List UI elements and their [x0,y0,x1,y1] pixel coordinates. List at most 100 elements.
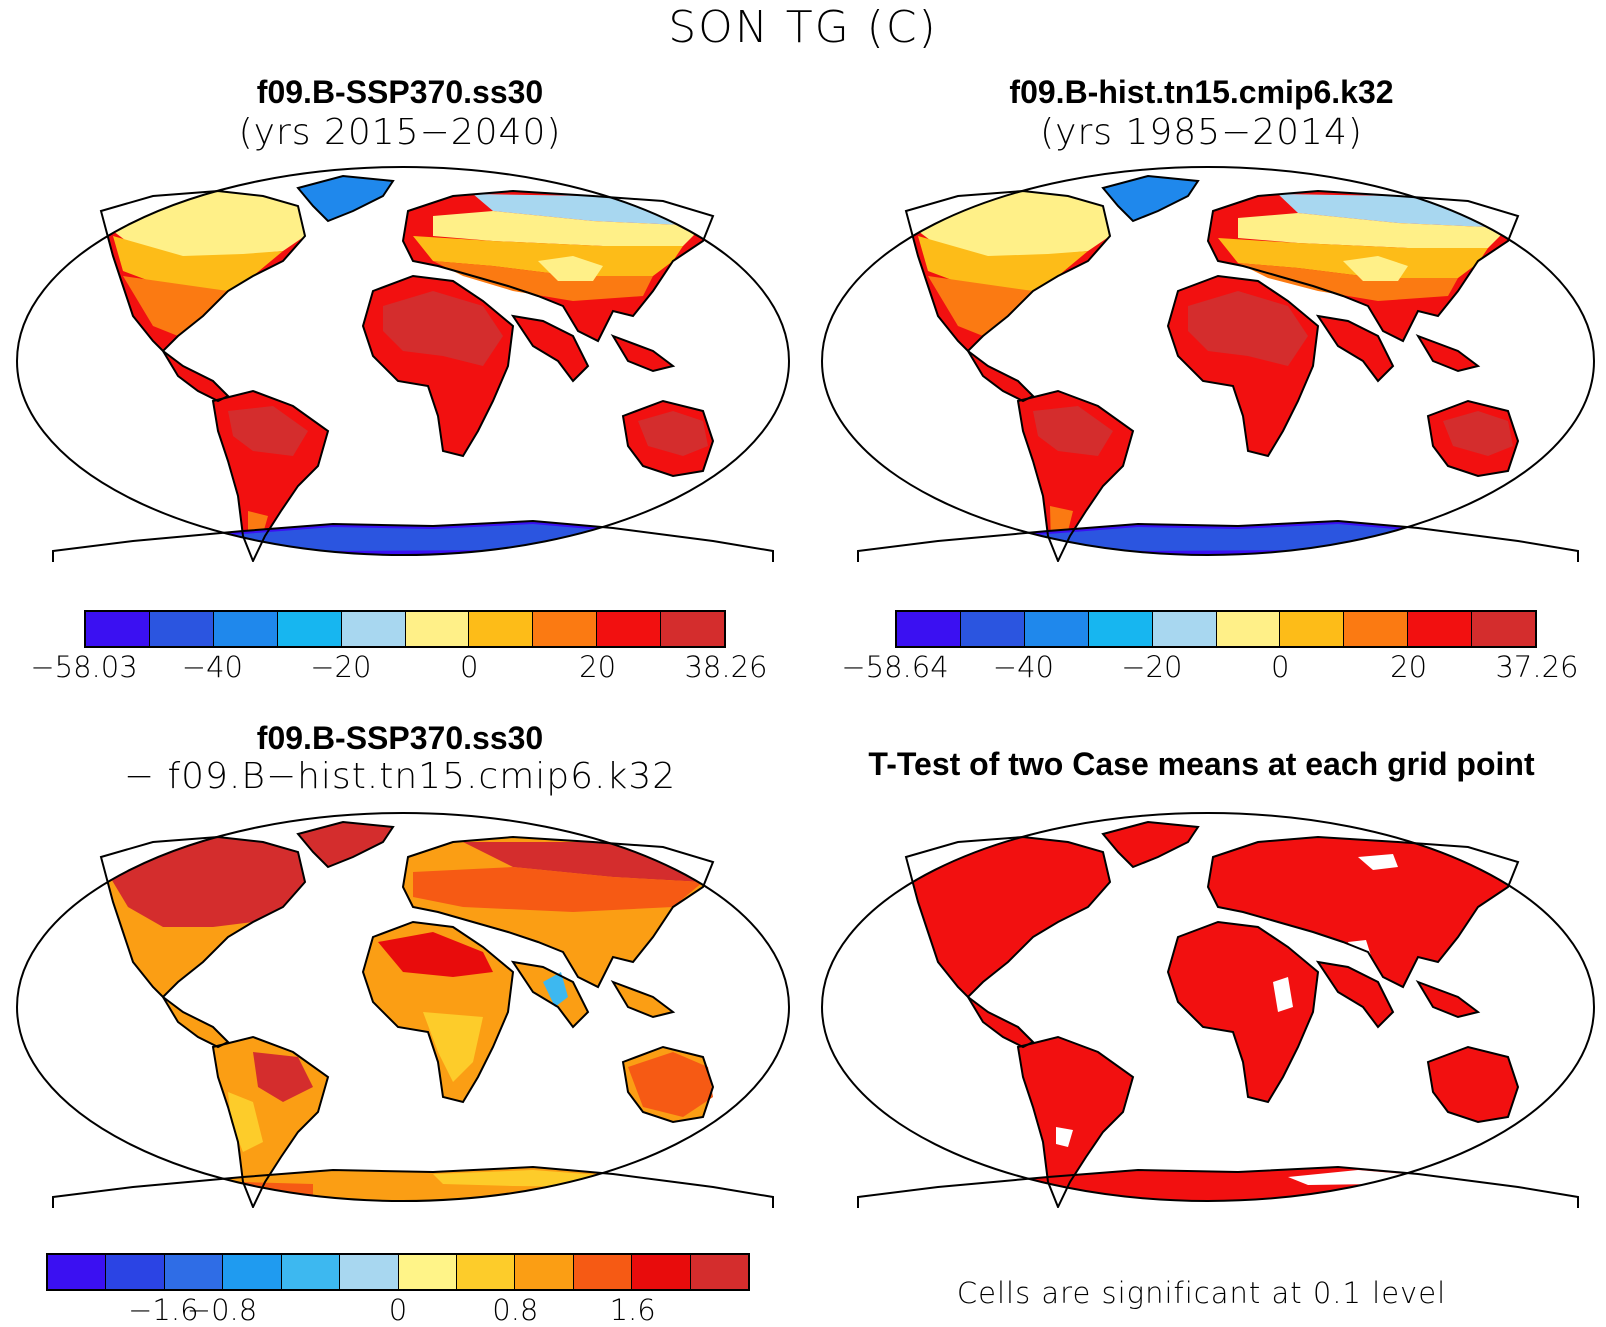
panel3-sa-mid [253,1052,313,1102]
panel2-africa-hot [1188,291,1308,366]
panel2-na-mid [918,236,1088,291]
panel2-eu-low [1218,238,1488,278]
colorbar-swatch [469,612,534,646]
colorbar-swatch [897,612,961,646]
panel3-map [16,812,790,1208]
panel2-aus-hot [1443,411,1513,456]
colorbar-swatch [1280,612,1345,646]
panel3-title: f09.B-SSP370.ss30 [256,720,544,756]
figure-title: SON TG (C) [668,2,938,53]
colorbar-swatch [515,1255,574,1289]
colorbar-swatch [106,1255,165,1289]
significance-footnote: Cells are significant at 0.1 level [956,1276,1447,1310]
colorbar-tick-label: 0.8 [492,1293,539,1327]
colorbar-tick-label: −58.64 [841,650,949,684]
colorbar-tick-label: 20 [1390,650,1428,684]
panel1-subtitle: (yrs 2015−2040) [238,112,562,153]
colorbar-swatch [690,1255,749,1289]
colorbar-tick-label: 20 [579,650,617,684]
panel3-sahara [378,932,493,977]
panel1-colorbar [84,610,726,648]
panel2-sa-hot [1033,406,1113,456]
panel2-asia-warm [1238,263,1458,301]
colorbar-swatch [223,1255,282,1289]
panel2-greenland [1103,176,1198,221]
panel3-subtitle: − f09.B−hist.tn15.cmip6.k32 [123,756,677,797]
panel2-map [821,166,1595,562]
panel4-map [821,812,1595,1208]
panel2-title: f09.B-hist.tn15.cmip6.k32 [1009,74,1394,110]
colorbar-tick-label: 37.26 [1495,650,1579,684]
panel3-aus [628,1052,713,1117]
panel1-eu-low [413,236,683,276]
colorbar-tick-label: −40 [181,650,243,684]
panel3-map-border [16,812,790,1202]
colorbar-swatch [1088,612,1153,646]
colorbar-swatch [340,1255,399,1289]
colorbar-swatch [277,612,342,646]
panel2-colorbar [895,610,1537,648]
panel4-insignificant-sa [1056,1127,1073,1147]
panel3-antarctica-warm [53,1182,313,1201]
colorbar-swatch [1152,612,1217,646]
colorbar-swatch [1024,612,1089,646]
colorbar-swatch [456,1255,516,1289]
colorbar-tick-label: 1.6 [609,1293,656,1327]
panel2-na-south [928,276,1033,336]
colorbar-tick-label: 0 [459,650,479,684]
panel3-africa-south [423,1012,483,1082]
colorbar-tick-label: −20 [310,650,372,684]
panel1-aus-hot [638,411,708,456]
panel1-na-mid [113,236,283,291]
colorbar-swatch [573,1255,633,1289]
panel2-tibet [1343,256,1408,281]
colorbar-swatch [213,612,278,646]
panel1-sa-hot [228,406,308,456]
panel4-map-border [821,812,1595,1202]
panel3-greenland [298,822,393,867]
colorbar-swatch [632,1255,691,1289]
panel3-india [543,972,568,1007]
panel2-eu-mid [1238,213,1508,248]
panel2-subtitle: (yrs 1985−2014) [1040,112,1363,153]
colorbar-tick-label: −40 [992,650,1054,684]
colorbar-tick-label: 0 [388,1293,408,1327]
panel2-map-border [821,166,1595,556]
colorbar-swatch [149,612,214,646]
colorbar-tick-label: 0 [1270,650,1290,684]
panel1-tibet [538,256,603,281]
panel4-insignificant-africa [1273,977,1293,1012]
colorbar-swatch [281,1255,341,1289]
colorbar-tick-label: −1.6 [128,1293,199,1327]
colorbar-swatch [48,1255,107,1289]
colorbar-swatch [86,612,150,646]
panel1-title: f09.B-SSP370.ss30 [256,74,544,110]
panel3-colorbar [46,1253,750,1291]
colorbar-tick-label: −0.8 [186,1293,258,1327]
colorbar-tick-label: −20 [1121,650,1183,684]
colorbar-swatch [661,612,725,646]
panel1-greenland [298,176,393,221]
colorbar-swatch [164,1255,224,1289]
colorbar-swatch [1472,612,1536,646]
colorbar-swatch [398,1255,457,1289]
colorbar-swatch [405,612,470,646]
panel1-na-south [123,276,228,336]
colorbar-swatch [960,612,1025,646]
panel1-eu-mid [433,211,703,246]
colorbar-swatch [341,612,406,646]
panel1-map-border [16,166,790,556]
colorbar-swatch [1344,612,1409,646]
colorbar-swatch [1408,612,1473,646]
panel4-title: T-Test of two Case means at each grid po… [868,746,1535,782]
panel4-insignificant-asia [1358,854,1398,870]
colorbar-tick-label: 38.26 [684,650,768,684]
panel1-map [16,166,790,562]
colorbar-swatch [597,612,662,646]
colorbar-swatch [1216,612,1281,646]
colorbar-swatch [533,612,598,646]
panel3-sa-low [228,1092,263,1152]
panel3-eu-mid [413,867,703,912]
panel1-asia-warm [433,261,653,301]
colorbar-tick-label: −58.03 [30,650,138,684]
